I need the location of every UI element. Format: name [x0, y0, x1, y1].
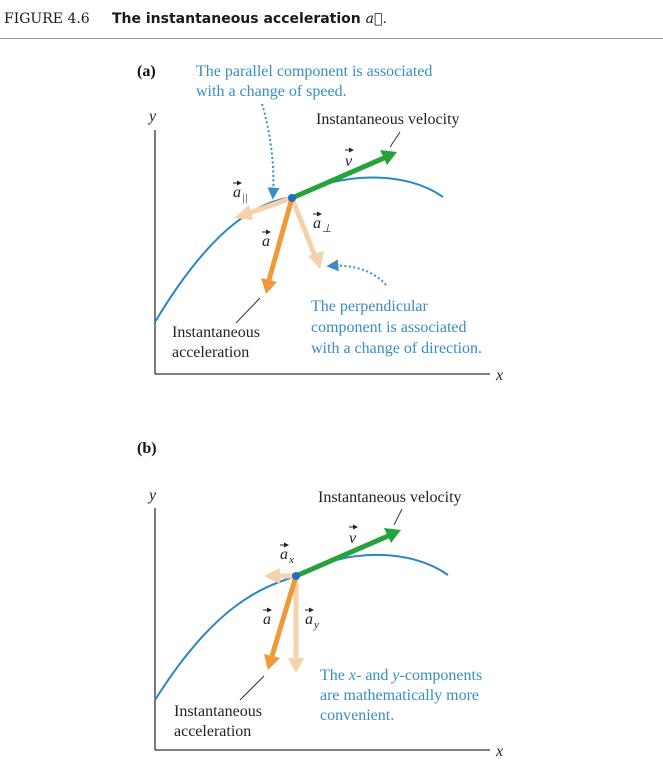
panel-a-v-shaft [291, 155, 385, 201]
panel-a-perp-note-line-1: The perpendicular [311, 298, 429, 315]
panel-b-ax-letter: a [280, 546, 288, 563]
panel-a-v-arrow-icon [380, 150, 397, 165]
panel-b-accel-label-line-1: Instantaneous [174, 703, 262, 720]
figure-title-text: The instantaneous acceleration [112, 11, 361, 27]
panel-b-note-line-2: are mathematically more [320, 687, 479, 704]
panel-b-note-line-3: convenient. [320, 707, 394, 724]
panel-b-ax-arrow-icon [264, 568, 280, 584]
panel-b-a-arrow-icon [264, 654, 280, 670]
panel-a-a-perp-arrow-icon [308, 251, 324, 269]
panel-b-y-label: y [147, 487, 157, 504]
panel-b-x-label: x [495, 743, 503, 760]
panel-b-v-letter: v [349, 530, 357, 547]
panel-a-v-symbol: v [345, 147, 354, 170]
panel-b-ay-subscript: y [313, 619, 319, 631]
figure-header: FIGURE 4.6 The instantaneous acceleratio… [0, 0, 663, 39]
panel-a-a-perp-letter: a [313, 215, 321, 232]
panel-a-velocity-label: Instantaneous velocity [316, 111, 460, 128]
panel-a-a-symbol: a [262, 229, 271, 250]
panel-a-x-label: x [495, 367, 503, 384]
panel-b-tag: (b) [137, 440, 157, 457]
panel-a-perp-note-line-3: with a change of direction. [311, 340, 482, 357]
panel-a: (a) y x The parallel component is associ… [137, 63, 503, 384]
panel-b-ax-symbol: a x [280, 542, 294, 566]
panel-a-v-letter: v [345, 153, 353, 170]
panel-a-perp-pointer-icon [326, 259, 387, 286]
panel-b-particle-dot [292, 572, 300, 580]
panel-a-a-parallel-arrow-icon [234, 205, 253, 220]
panel-a-perp-note-line-2: component is associated [311, 319, 467, 336]
panel-b-ay-symbol: a y [305, 607, 319, 631]
panel-b-note-y: y [390, 667, 400, 684]
panel-a-accel-leader [235, 297, 261, 324]
panel-b-velocity-leader [393, 508, 403, 526]
panel-b-velocity-label: Instantaneous velocity [318, 489, 462, 506]
panel-a-top-note-line-2: with a change of speed. [196, 83, 347, 100]
panel-a-a-parallel-subscript: || [242, 192, 248, 204]
panel-b-a-shaft [269, 575, 299, 657]
panel-a-y-label: y [147, 108, 157, 125]
panel-b-a-letter: a [263, 611, 271, 628]
panel-a-a-parallel-letter: a [233, 184, 241, 201]
panel-b-note-post: -components [400, 667, 483, 684]
panel-b-note-line-1: The x- and y-components [320, 667, 482, 684]
panel-b-note-x: x [348, 667, 356, 684]
panel-b-note-mid: - and [356, 667, 392, 684]
panel-b-v-shaft [295, 533, 389, 579]
panel-a-a-shaft [266, 197, 295, 281]
panel-b-ax-subscript: x [288, 554, 294, 566]
panel-a-top-pointer-icon [261, 103, 280, 200]
figure-title-symbol: a⃗. [365, 11, 387, 27]
panel-a-accel-label-line-2: acceleration [172, 344, 249, 361]
panel-a-a-letter: a [262, 233, 270, 250]
panel-a-a-arrow-icon [261, 278, 277, 294]
panel-a-top-note-line-1: The parallel component is associated [196, 63, 432, 80]
panel-b-a-symbol: a [263, 607, 272, 628]
panel-a-tag: (a) [137, 63, 156, 80]
panel-b: (b) y x Instantaneous velocity v a [137, 440, 503, 760]
figure-number: FIGURE 4.6 [4, 11, 90, 27]
panel-b-ay-arrow-icon [288, 658, 304, 673]
panel-b-ay-letter: a [305, 611, 313, 628]
panel-a-a-perp-shaft [289, 197, 318, 257]
panel-b-v-arrow-icon [384, 528, 401, 543]
panel-b-note-pre: The [320, 667, 349, 684]
panel-a-accel-label-line-1: Instantaneous [172, 324, 260, 341]
panel-a-a-parallel-symbol: a || [233, 180, 248, 204]
panel-a-velocity-leader [389, 131, 401, 148]
panel-b-accel-leader [239, 675, 265, 701]
panel-a-a-perp-subscript: ⊥ [322, 223, 332, 235]
panel-a-a-parallel-shaft [245, 195, 293, 217]
panel-b-accel-label-line-2: acceleration [174, 723, 251, 740]
figure-title: The instantaneous acceleration a⃗. [112, 11, 387, 27]
panel-a-particle-dot [288, 194, 296, 202]
panel-a-a-perp-symbol: a ⊥ [313, 211, 332, 235]
panel-b-v-symbol: v [349, 524, 358, 547]
